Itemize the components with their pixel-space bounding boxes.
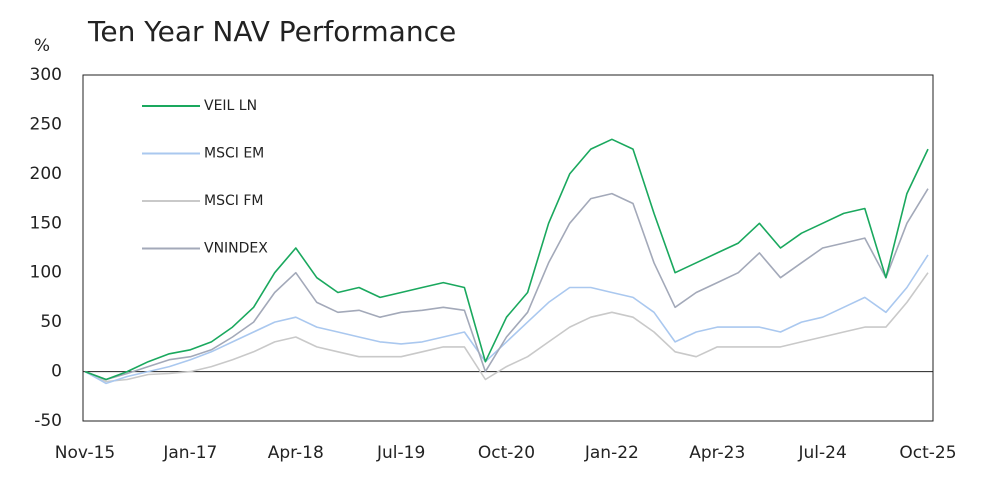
chart-title: Ten Year NAV Performance (87, 15, 456, 48)
y-tick-label: 300 (30, 65, 62, 85)
x-tick-label: Nov-15 (55, 443, 116, 463)
x-tick-label: Apr-18 (268, 443, 324, 463)
y-tick-label: 0 (51, 362, 62, 382)
y-tick-label: 100 (30, 263, 62, 283)
x-tick-label: Jan-22 (584, 443, 639, 463)
x-tick-label: Jul-24 (797, 443, 846, 463)
y-tick-label: 150 (30, 213, 62, 233)
series-line (84, 138, 929, 381)
plot-frame (82, 74, 934, 422)
series-line (84, 254, 929, 385)
legend-label: MSCI FM (204, 193, 263, 209)
x-tick-label: Apr-23 (689, 443, 745, 463)
x-tick-label: Oct-25 (899, 443, 956, 463)
series-line (84, 188, 929, 381)
y-tick-label: 250 (30, 114, 62, 134)
y-tick-label: 200 (30, 164, 62, 184)
y-axis-label: % (34, 36, 50, 56)
x-tick-label: Oct-20 (478, 443, 535, 463)
y-tick-label: 50 (40, 312, 62, 332)
series-line (84, 272, 929, 383)
legend-label: VEIL LN (204, 98, 257, 114)
x-tick-label: Jan-17 (162, 443, 217, 463)
y-tick-label: -50 (34, 411, 62, 431)
x-tick-label: Jul-19 (376, 443, 425, 463)
legend-label: VNINDEX (204, 241, 268, 257)
legend-label: MSCI EM (204, 146, 264, 162)
